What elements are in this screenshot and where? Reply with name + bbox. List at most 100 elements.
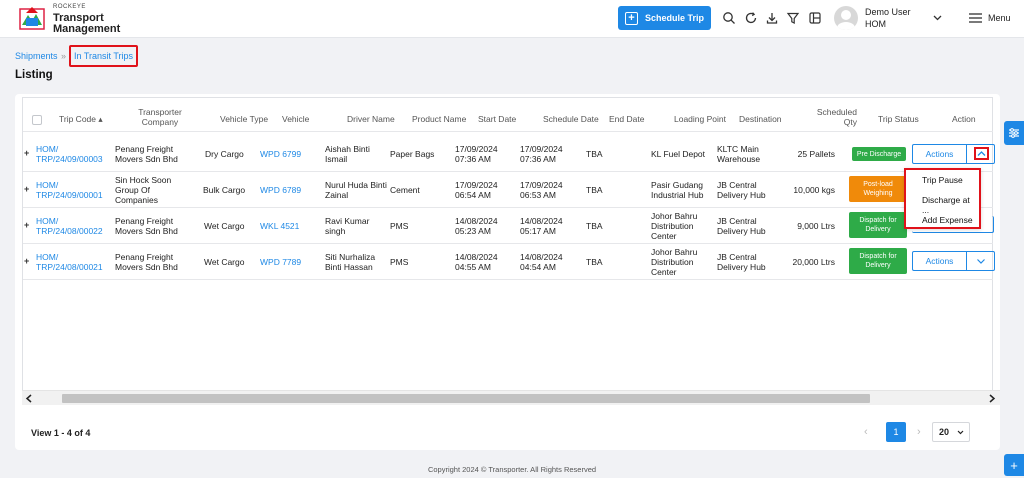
header-destination[interactable]: Destination: [739, 114, 782, 124]
scroll-left-icon[interactable]: [25, 394, 33, 403]
actions-toggle[interactable]: [967, 252, 994, 270]
header-product-name[interactable]: Product Name: [412, 114, 467, 124]
destination-line1: KLTC Main: [717, 144, 759, 154]
table-row[interactable]: + HOM/TRP/24/09/00003 Penang Freight Move…: [23, 136, 993, 172]
download-icon[interactable]: [765, 11, 779, 25]
search-icon[interactable]: [722, 11, 736, 25]
actions-button[interactable]: Actions: [912, 251, 995, 271]
menu-item-add-expense[interactable]: Add Expense: [922, 215, 973, 225]
layout-icon[interactable]: [808, 11, 822, 25]
view-count: View 1 - 4 of 4: [31, 428, 91, 438]
expand-row-icon[interactable]: +: [24, 184, 30, 194]
page-size-select[interactable]: 20: [932, 422, 970, 442]
loading-point-line2: Distribution: [651, 257, 694, 267]
schedule-trip-button[interactable]: + Schedule Trip: [618, 6, 711, 30]
trip-code-cell[interactable]: HOM/TRP/24/09/00003: [36, 144, 103, 164]
expand-row-icon[interactable]: +: [24, 148, 30, 158]
vehicle-cell[interactable]: WPD 7789: [260, 257, 302, 267]
header-end-date[interactable]: End Date: [609, 114, 645, 124]
start-date: 17/09/2024: [455, 144, 498, 154]
chevron-down-icon[interactable]: [932, 12, 943, 23]
trip-code-number: TRP/24/08/00021: [36, 262, 103, 272]
header-transporter-company[interactable]: Transporter Company: [133, 107, 187, 127]
trip-code-cell[interactable]: HOM/TRP/24/08/00021: [36, 252, 103, 272]
driver-line1: Ravi Kumar: [325, 216, 370, 226]
header-schedule-date[interactable]: Schedule Date: [543, 114, 599, 124]
settings-sliders-button[interactable]: [1004, 121, 1024, 145]
hamburger-icon[interactable]: [969, 12, 982, 24]
vehicle-cell[interactable]: WPD 6799: [260, 149, 302, 159]
status-badge: Dispatch for Delivery: [849, 248, 907, 274]
driver-line2: singh: [325, 226, 346, 236]
actions-label: Actions: [913, 252, 967, 270]
start-date-cell: 14/08/2024 05:23 AM: [455, 216, 498, 236]
driver-line1: Siti Nurhaliza: [325, 252, 376, 262]
loading-point-cell: Johor Bahru Distribution Center: [651, 211, 697, 241]
status-badge: Post-load Weighing: [849, 176, 907, 202]
select-all-checkbox[interactable]: [32, 115, 42, 125]
transporter-line1: Penang Freight: [115, 144, 174, 154]
brand-subtitle: Management: [53, 23, 121, 35]
trip-code-prefix: HOM/: [36, 180, 59, 190]
chevron-up-icon[interactable]: [974, 147, 989, 160]
horizontal-scrollbar[interactable]: [22, 390, 1000, 405]
avatar[interactable]: [834, 6, 858, 30]
product-cell: PMS: [390, 221, 409, 231]
menu-item-trip-pause[interactable]: Trip Pause: [922, 175, 963, 185]
header-start-date[interactable]: Start Date: [478, 114, 517, 124]
destination-cell: JB Central Delivery Hub: [717, 252, 766, 272]
add-floating-button[interactable]: +: [1004, 454, 1024, 476]
loading-point-line1: KL Fuel Depot: [651, 149, 706, 159]
page-number-button[interactable]: 1: [886, 422, 906, 442]
expand-row-icon[interactable]: +: [24, 256, 30, 266]
trip-code-number: TRP/24/09/00003: [36, 154, 103, 164]
menu-item-discharge[interactable]: Discharge at ...: [922, 195, 970, 215]
breadcrumb-current-label: In Transit Trips: [74, 51, 134, 61]
breadcrumb-in-transit-trips[interactable]: In Transit Trips: [69, 45, 139, 67]
header-loading-point[interactable]: Loading Point: [674, 114, 726, 124]
trip-code-cell[interactable]: HOM/TRP/24/09/00001: [36, 180, 103, 200]
next-page-button[interactable]: ›: [917, 426, 921, 438]
brand-title: Transport: [53, 12, 104, 24]
actions-button-partial[interactable]: [912, 216, 994, 233]
trip-code-prefix: HOM/: [36, 216, 59, 226]
header-action: Action: [952, 114, 976, 124]
transporter-line1: Penang Freight: [115, 252, 174, 262]
vehicle-cell[interactable]: WKL 4521: [260, 221, 300, 231]
header-qty-line2: Qty: [843, 117, 857, 127]
header-vehicle-type[interactable]: Vehicle Type: [220, 114, 269, 124]
trip-code-cell[interactable]: HOM/TRP/24/08/00022: [36, 216, 103, 236]
plus-icon: +: [625, 11, 638, 25]
scroll-right-icon[interactable]: [988, 394, 996, 403]
table-row[interactable]: + HOM/TRP/24/09/00001 Sin Hock Soon Group…: [23, 172, 993, 208]
start-time: 07:36 AM: [455, 154, 491, 164]
actions-dropdown-menu: Trip Pause Discharge at ... Add Expense: [904, 168, 981, 229]
table-row[interactable]: + HOM/TRP/24/08/00021 Penang Freight Move…: [23, 244, 993, 280]
menu-label[interactable]: Menu: [988, 13, 1011, 23]
header-trip-code[interactable]: Trip Code ▴: [59, 114, 103, 124]
qty-cell: 20,000 Ltrs: [792, 257, 835, 267]
breadcrumb-shipments[interactable]: Shipments: [15, 51, 58, 61]
filter-icon[interactable]: [786, 11, 800, 25]
refresh-icon[interactable]: [744, 11, 758, 25]
table-row[interactable]: + HOM/TRP/24/08/00022 Penang Freight Move…: [23, 208, 993, 244]
loading-point-line1: Pasir Gudang: [651, 180, 703, 190]
header-vehicle[interactable]: Vehicle: [282, 114, 310, 124]
header-driver-name[interactable]: Driver Name: [347, 114, 395, 124]
scrollbar-thumb[interactable]: [62, 394, 870, 403]
header-scheduled-qty[interactable]: Scheduled Qty: [809, 107, 857, 127]
status-line1: Post-load: [863, 181, 893, 188]
header-trip-status[interactable]: Trip Status: [878, 114, 919, 124]
expand-row-icon[interactable]: +: [24, 220, 30, 230]
loading-point-line3: Center: [651, 231, 677, 241]
status-line2: Delivery: [865, 226, 891, 233]
start-date: 14/08/2024: [455, 216, 498, 226]
actions-button[interactable]: Actions: [912, 144, 995, 164]
prev-page-button[interactable]: ‹: [864, 426, 868, 438]
schedule-trip-label: Schedule Trip: [645, 13, 705, 23]
vehicle-cell[interactable]: WPD 6789: [260, 185, 302, 195]
user-avatar-icon: [837, 10, 855, 30]
transporter-cell: Penang Freight Movers Sdn Bhd: [115, 216, 178, 236]
destination-cell: JB Central Delivery Hub: [717, 216, 766, 236]
destination-line1: JB Central: [717, 252, 757, 262]
